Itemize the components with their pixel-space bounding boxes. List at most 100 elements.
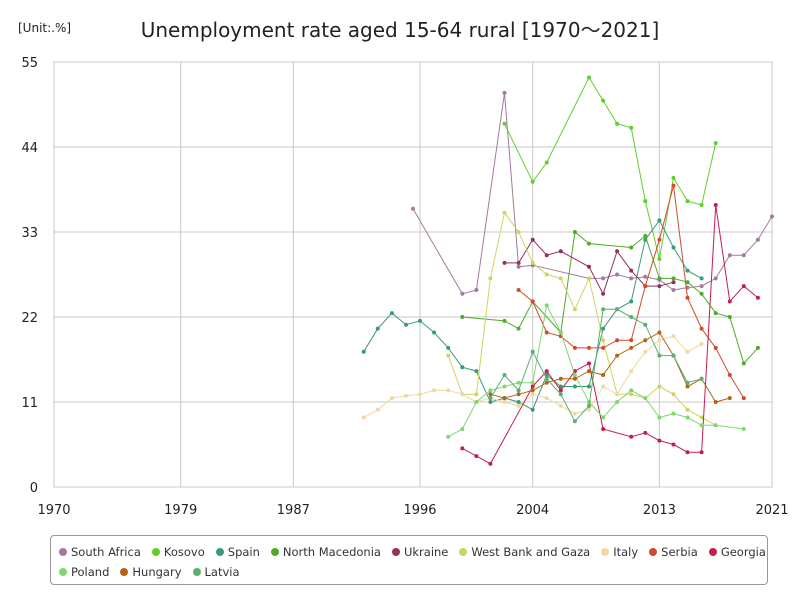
data-point [770,214,774,219]
legend-item[interactable]: Latvia [192,565,240,579]
data-point [713,311,718,316]
data-point [544,160,549,165]
grid-lines [53,61,773,488]
data-point [558,388,563,393]
data-point [699,450,704,455]
data-point [460,446,465,451]
data-point [657,276,662,281]
data-point [474,288,479,292]
legend-label: North Macedonia [282,545,381,559]
data-point [713,276,718,281]
data-point [643,338,648,343]
data-point [615,392,620,397]
legend-item[interactable]: South Africa [59,545,141,559]
data-point [727,253,732,258]
plot-frame [53,61,773,488]
data-point [727,315,732,319]
y-tick-label: 33 [21,226,38,241]
data-point [474,400,479,404]
data-point [713,400,718,404]
data-point [671,280,676,285]
data-point [713,141,718,146]
data-point [601,307,606,312]
legend-marker-icon [215,548,224,556]
data-point [601,415,606,420]
data-point [755,345,760,350]
legend-item[interactable]: Poland [59,565,109,579]
data-point [446,388,451,393]
data-point [629,369,634,374]
data-point [685,407,690,412]
data-point [643,396,648,401]
data-point [488,392,493,397]
data-point [727,299,732,304]
data-point [516,288,521,292]
x-tick-label: 2013 [643,503,676,518]
legend-item[interactable]: Serbia [649,545,698,559]
legend-item[interactable]: Georgia [708,545,766,559]
legend-label: Serbia [661,545,698,559]
data-point [572,373,577,377]
series-poland [446,303,746,439]
data-point [643,284,648,289]
data-point [530,349,535,354]
data-point [530,384,535,389]
axis-tick-labels: 0 11 22 33 44 55 1970 1979 1987 1996 2004 2013 2021 [21,56,788,518]
data-point [572,345,577,350]
data-point [488,461,493,466]
data-point [558,403,563,408]
data-point [671,183,676,188]
data-point [432,330,437,335]
data-point [544,303,549,308]
legend-label: Italy [613,545,639,559]
data-point [671,245,676,250]
data-point [643,274,648,279]
legend-label: Hungary [132,565,182,579]
data-point [741,396,746,401]
unit-label: [Unit:.%] [18,21,72,35]
data-point [446,345,451,350]
x-tick-label: 2021 [755,503,788,518]
legend-marker-icon [459,548,468,556]
series-line [489,308,702,423]
legend-label: West Bank and Gaza [471,545,591,559]
legend-item[interactable]: West Bank and Gaza [459,545,590,559]
data-point [502,121,507,126]
data-point [502,400,507,404]
data-point [741,284,746,289]
data-point [544,380,549,385]
data-point [699,326,704,331]
legend-item[interactable]: Spain [215,545,260,559]
legend-label: Kosovo [163,545,205,559]
series-west-bank-and-gaza [446,210,718,428]
data-point [530,380,535,385]
data-point [671,392,676,397]
data-point [755,295,760,300]
data-point [629,392,634,397]
data-point [629,245,634,250]
data-point [474,454,479,459]
data-point [755,237,760,242]
legend-item[interactable]: Hungary [120,565,182,579]
data-point [699,276,704,281]
data-point [502,90,507,95]
data-point [516,403,521,408]
data-point [629,276,634,281]
data-point [488,388,493,393]
legend-item[interactable]: North Macedonia [270,545,381,559]
data-point [418,392,422,397]
legend-item[interactable]: Kosovo [151,545,205,559]
data-point [587,369,591,374]
data-point [685,384,690,389]
series-serbia [516,183,746,401]
legend-marker-icon [192,568,201,576]
data-point [657,415,662,420]
data-point [404,322,408,327]
legend-item[interactable]: Ukraine [391,545,448,559]
data-point [643,199,648,204]
series-line [412,92,773,295]
data-point [741,427,746,431]
data-point [587,276,591,281]
legend-item[interactable]: Italy [601,545,638,559]
